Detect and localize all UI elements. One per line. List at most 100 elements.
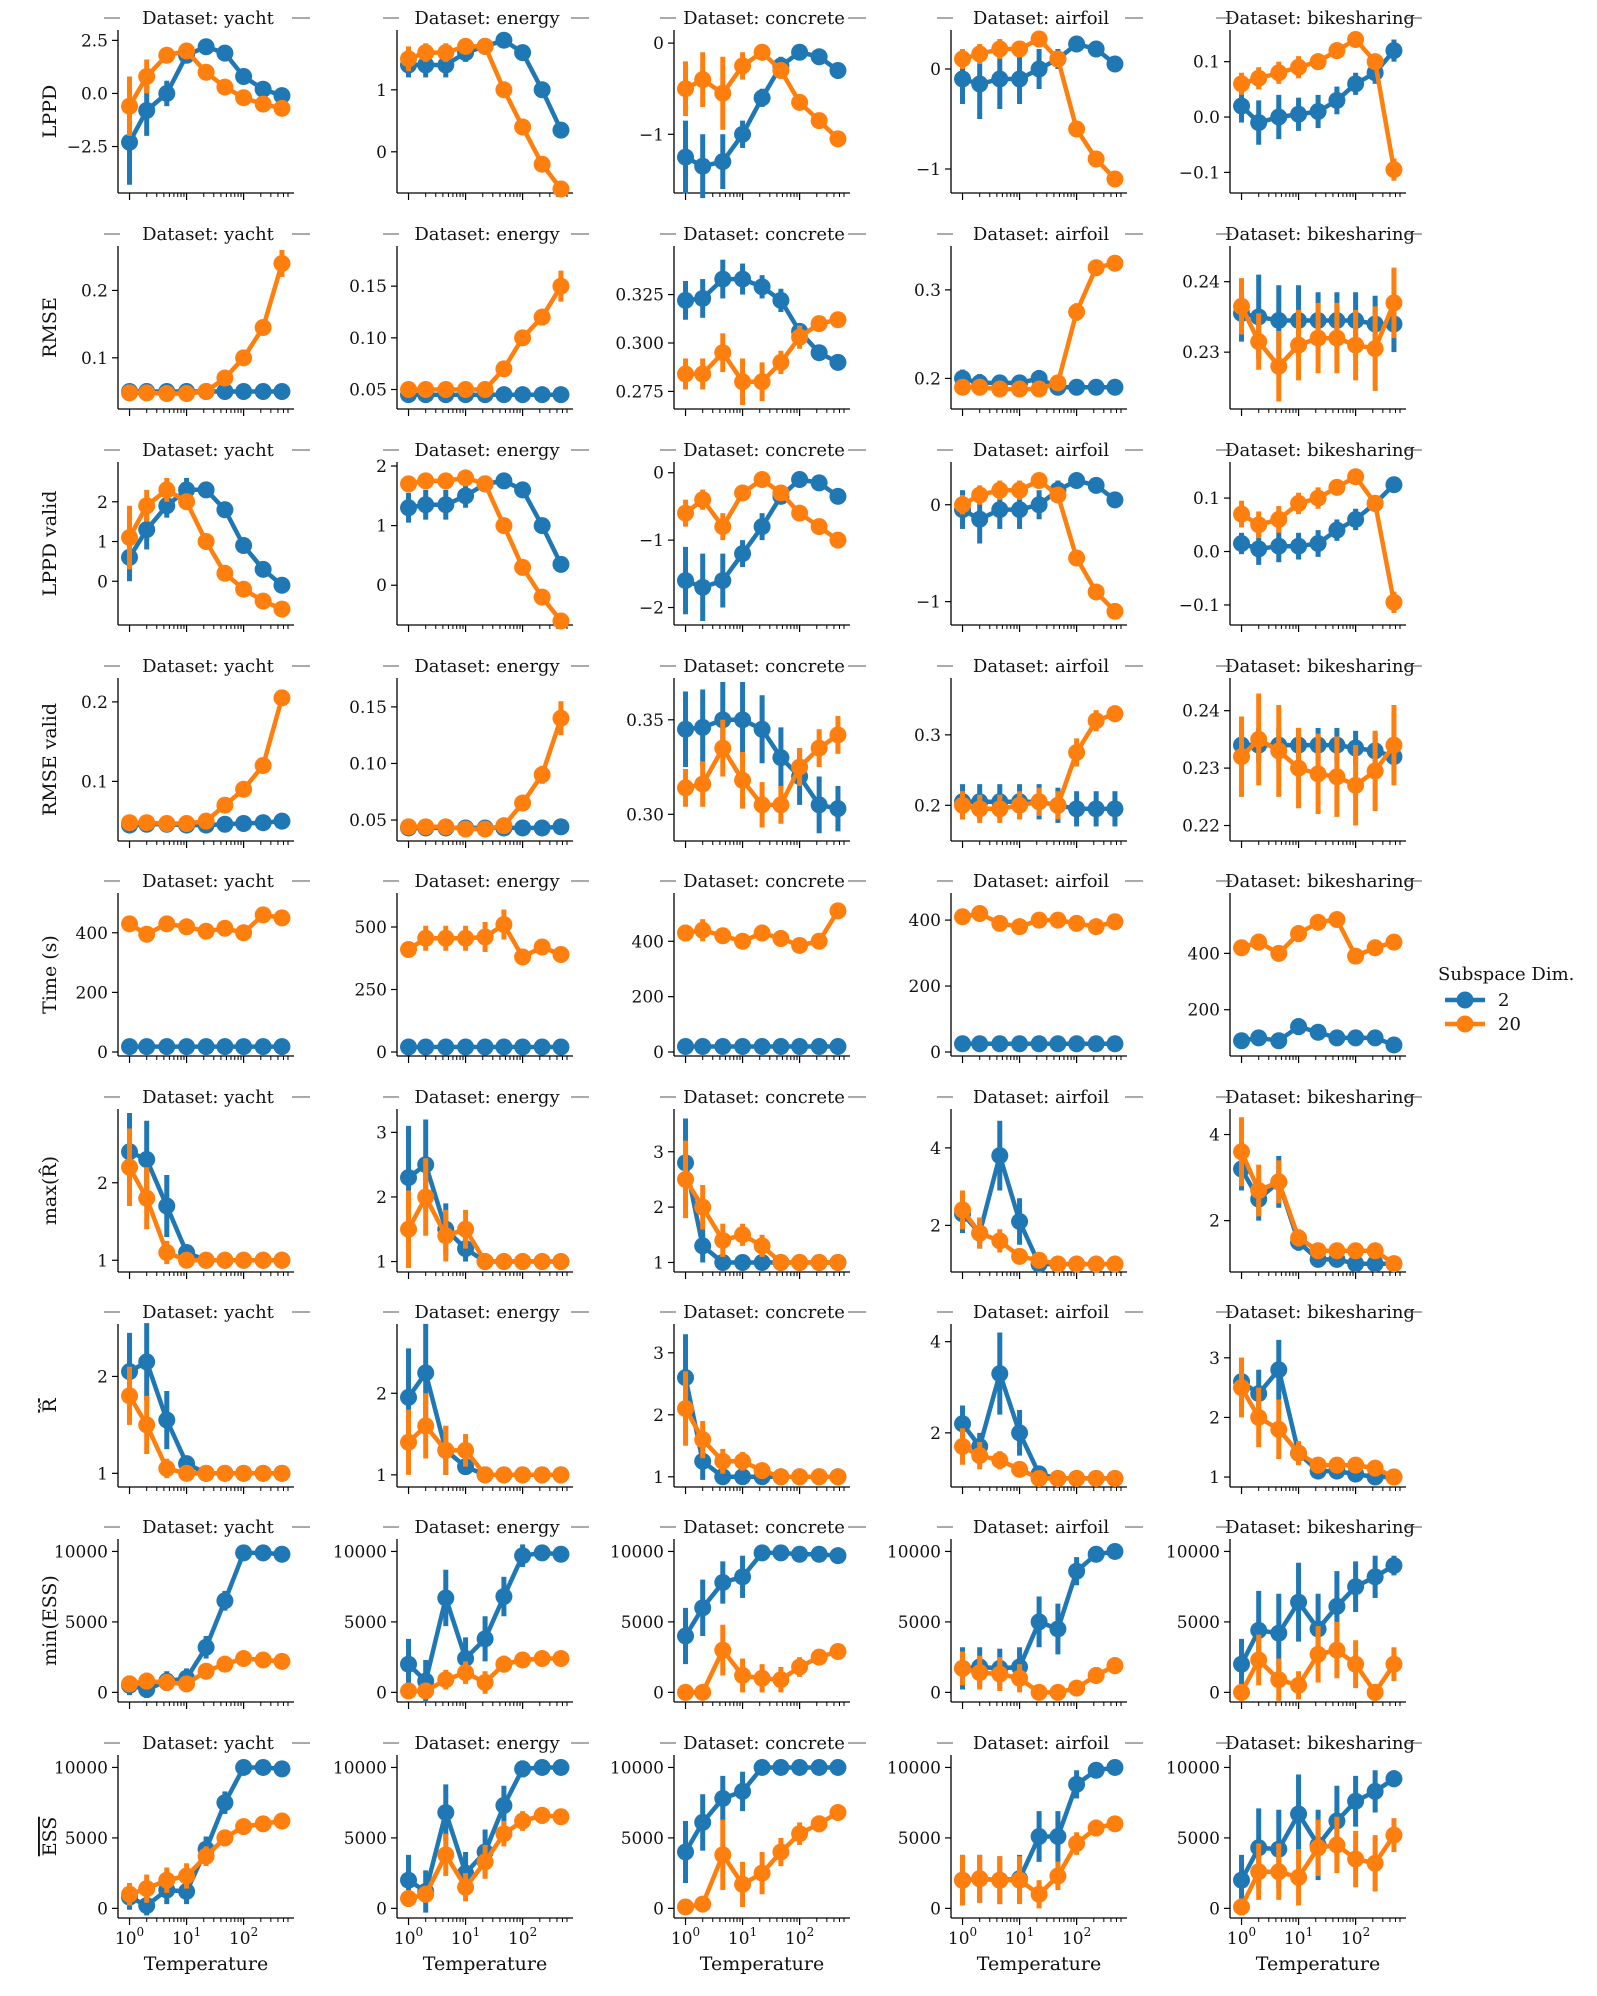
data-point (1385, 42, 1403, 60)
data-point (400, 1890, 418, 1907)
panel-yacht-row-3: Dataset: yacht 0.2 0.1 (81, 656, 310, 848)
data-point (273, 254, 291, 272)
data-point (791, 936, 809, 954)
data-point (216, 1829, 234, 1847)
y-tick-label: 5000 (65, 1613, 108, 1633)
data-point (1049, 1683, 1067, 1701)
y-tick-label: 0.22 (1182, 817, 1220, 837)
facet-title: Dataset: concrete (683, 1733, 845, 1754)
x-tick-exponent: 1 (750, 1925, 758, 1939)
data-point (273, 600, 291, 618)
facet-prefix: Dataset: (973, 224, 1055, 245)
x-tick-label: 101 (451, 1925, 480, 1949)
facet-dataset-name: yacht (223, 1302, 275, 1323)
x-tick-label: 102 (785, 1925, 814, 1949)
data-point (1366, 1255, 1384, 1273)
data-point (1106, 254, 1124, 272)
panel-concrete-row-3: Dataset: concrete 0.35 0.30 (626, 656, 866, 848)
data-point (954, 908, 972, 926)
data-point (694, 1198, 712, 1216)
data-point (1290, 105, 1308, 123)
data-point (714, 1846, 732, 1864)
data-point (1250, 114, 1268, 132)
data-point (178, 1464, 196, 1482)
data-point (954, 1201, 972, 1219)
data-point (971, 75, 989, 93)
data-point (273, 1251, 291, 1269)
facet-prefix: Dataset: (414, 1517, 496, 1538)
data-point (714, 84, 732, 102)
data-point (1290, 1676, 1308, 1694)
data-point (791, 1758, 809, 1776)
facet-prefix: Dataset: (973, 871, 1055, 892)
series-line (127, 1394, 282, 1476)
data-point (1366, 53, 1384, 71)
x-tick-exponent: 2 (530, 1925, 538, 1939)
data-point (514, 558, 532, 576)
facet-prefix: Dataset: (973, 8, 1055, 29)
data-point (1049, 1469, 1067, 1487)
data-point (1366, 1242, 1384, 1260)
facet-title: Dataset: concrete (683, 440, 845, 461)
data-point (254, 1038, 272, 1056)
series-dim-2 (121, 1038, 291, 1056)
data-point (1030, 1035, 1048, 1053)
data-point (971, 1870, 989, 1888)
data-point (829, 487, 847, 505)
data-point (138, 497, 156, 515)
x-tick-base: 10 (671, 1929, 693, 1949)
facet-prefix: Dataset: (973, 1302, 1055, 1323)
y-tick-label: 1 (1209, 1468, 1220, 1488)
data-point (533, 819, 551, 837)
y-tick-label: 10000 (610, 1758, 664, 1778)
data-point (1011, 481, 1029, 499)
series-line (128, 1149, 282, 1263)
data-point (810, 1815, 828, 1833)
y-tick-label: 2 (97, 493, 108, 513)
x-axis-label: Temperature (423, 1953, 547, 1975)
data-point (1106, 1542, 1124, 1560)
data-point (216, 1592, 234, 1610)
facet-prefix: Dataset: (142, 8, 224, 29)
data-point (677, 572, 695, 590)
data-point (138, 1880, 156, 1898)
y-tick-label: 400 (632, 932, 664, 952)
y-tick-label: 200 (76, 983, 108, 1003)
y-tick-label: −2 (639, 599, 664, 619)
data-point (1347, 1655, 1365, 1673)
series-dim-20 (1233, 1357, 1403, 1486)
data-point (1290, 1444, 1308, 1462)
facet-title: Dataset: yacht (142, 8, 275, 29)
data-point (1328, 1242, 1346, 1260)
data-point (1068, 1835, 1086, 1853)
data-point (216, 815, 234, 833)
data-point (791, 1825, 809, 1843)
data-point (810, 1758, 828, 1776)
facet-title: Dataset: concrete (683, 1302, 845, 1323)
legend-title: Subspace Dim. (1438, 964, 1574, 985)
data-point (417, 1038, 435, 1056)
data-point (1290, 336, 1308, 354)
row-label: Time (s) (39, 935, 61, 1014)
data-point (514, 819, 532, 837)
y-tick-label: 2 (1209, 1408, 1220, 1428)
y-tick-label: 0.24 (1182, 273, 1220, 293)
data-point (417, 818, 435, 836)
series-dim-20 (1233, 468, 1403, 613)
data-point (1049, 911, 1067, 929)
facet-title: Dataset: airfoil (973, 440, 1109, 461)
facet-prefix: Dataset: (1225, 656, 1307, 677)
facet-title: Dataset: bikesharing (1225, 1087, 1415, 1108)
data-point (1270, 311, 1288, 329)
facet-dataset-name: bikesharing (1307, 8, 1415, 29)
facet-dataset-name: concrete (765, 440, 845, 461)
data-point (235, 814, 253, 832)
legend-entry-label: 20 (1498, 1014, 1521, 1035)
data-point (1087, 476, 1105, 494)
data-point (254, 560, 272, 578)
data-point (437, 1227, 455, 1245)
data-point (1309, 535, 1327, 552)
data-point (753, 1544, 771, 1562)
data-point (533, 1650, 551, 1668)
y-tick-label: 3 (1209, 1349, 1220, 1369)
